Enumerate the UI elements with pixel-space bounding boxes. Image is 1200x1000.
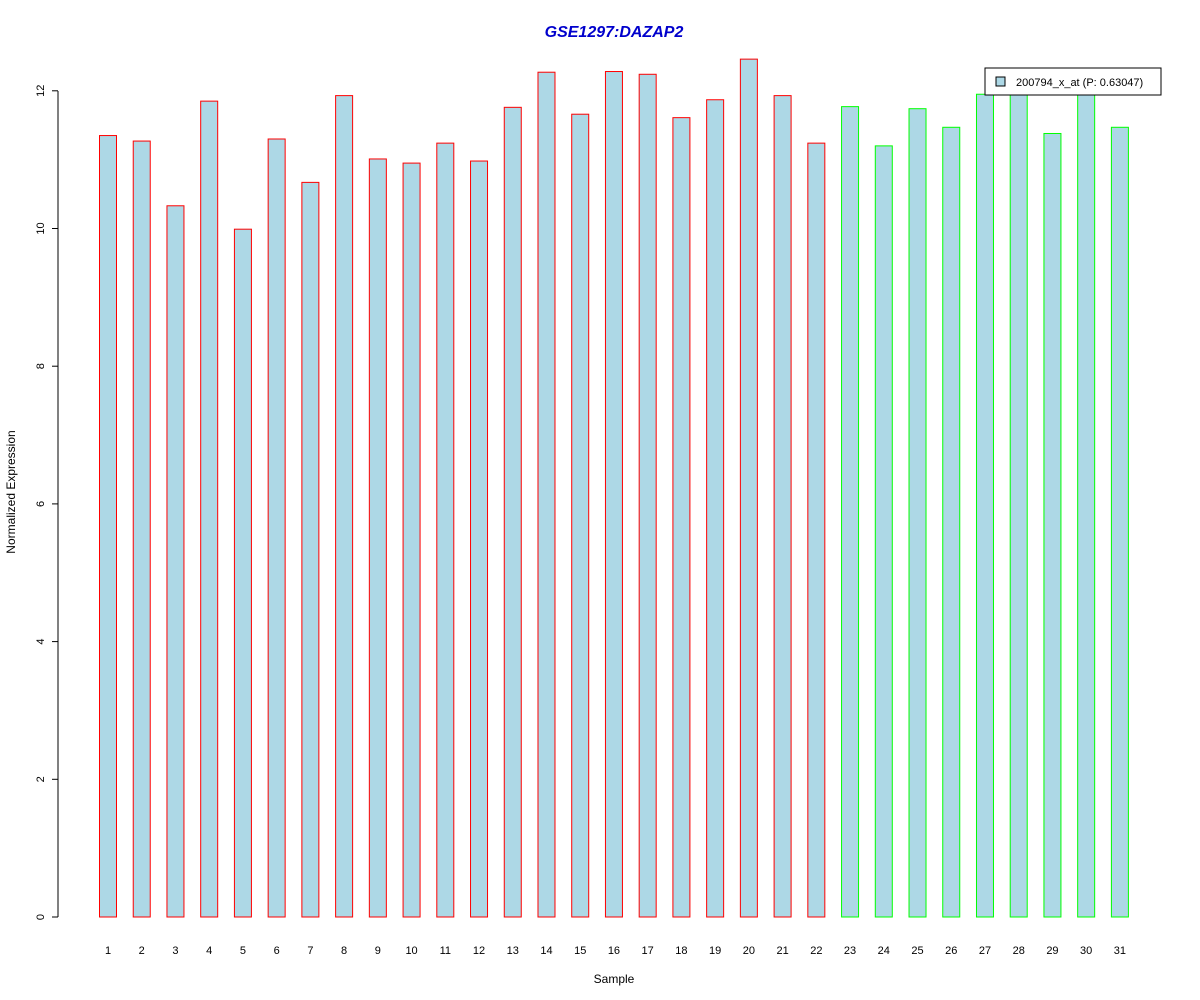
y-tick-label: 6 bbox=[35, 501, 47, 507]
x-tick-label: 12 bbox=[473, 945, 485, 957]
legend-swatch bbox=[995, 76, 1006, 87]
x-tick-label: 27 bbox=[979, 945, 991, 957]
legend-label: 200794_x_at (P: 0.63047) bbox=[1016, 77, 1143, 89]
y-tick-label: 0 bbox=[35, 914, 47, 920]
bar-sample-8 bbox=[335, 95, 354, 918]
bar-sample-20 bbox=[739, 58, 758, 918]
x-tick-label: 23 bbox=[844, 945, 856, 957]
bar-sample-17 bbox=[638, 73, 657, 918]
bar-sample-27 bbox=[975, 93, 994, 918]
bar-sample-5 bbox=[233, 228, 252, 918]
bar-sample-21 bbox=[773, 95, 792, 918]
x-tick-label: 26 bbox=[945, 945, 957, 957]
x-tick-label: 19 bbox=[709, 945, 721, 957]
x-tick-label: 9 bbox=[375, 945, 381, 957]
y-axis-ticks: 0 2 4 6 8 10 12 bbox=[35, 85, 58, 920]
bar-sample-13 bbox=[503, 106, 522, 918]
bar-sample-4 bbox=[200, 100, 219, 918]
x-tick-label: 13 bbox=[507, 945, 519, 957]
x-tick-label: 11 bbox=[440, 945, 451, 957]
x-tick-label: 18 bbox=[675, 945, 687, 957]
legend-box bbox=[984, 67, 1162, 96]
y-axis-label: Normalized Expression bbox=[4, 430, 18, 553]
bar-sample-28 bbox=[1009, 93, 1028, 918]
legend: 200794_x_at (P: 0.63047) bbox=[984, 67, 1162, 96]
bar-sample-9 bbox=[368, 158, 387, 918]
x-tick-label: 16 bbox=[608, 945, 620, 957]
x-tick-label: 8 bbox=[341, 945, 347, 957]
bar-sample-2 bbox=[132, 140, 151, 918]
bar-sample-12 bbox=[470, 160, 489, 918]
bar-sample-23 bbox=[841, 106, 860, 918]
chart-title: GSE1297:DAZAP2 bbox=[545, 24, 684, 41]
x-tick-label: 24 bbox=[878, 945, 890, 957]
bar-sample-30 bbox=[1077, 92, 1096, 918]
x-tick-label: 15 bbox=[574, 945, 586, 957]
y-tick-label: 10 bbox=[35, 222, 47, 234]
x-tick-label: 28 bbox=[1013, 945, 1025, 957]
bar-sample-26 bbox=[942, 126, 961, 918]
bar-sample-25 bbox=[908, 108, 927, 918]
x-tick-label: 4 bbox=[206, 945, 212, 957]
bar-sample-7 bbox=[301, 181, 320, 918]
x-tick-label: 31 bbox=[1114, 945, 1126, 957]
x-tick-label: 21 bbox=[776, 945, 788, 957]
bar-sample-3 bbox=[166, 205, 185, 918]
x-tick-label: 3 bbox=[172, 945, 178, 957]
x-tick-label: 14 bbox=[540, 945, 552, 957]
x-axis-label: Sample bbox=[594, 972, 635, 986]
bar-sample-29 bbox=[1043, 132, 1062, 918]
bar-sample-22 bbox=[807, 142, 826, 918]
y-tick-label: 12 bbox=[35, 85, 47, 97]
x-tick-label: 17 bbox=[642, 945, 654, 957]
bar-sample-31 bbox=[1110, 126, 1129, 918]
x-axis-tick-labels: 1 2 3 4 5 6 7 8 9 10 11 12 13 14 15 16 17 18 19 20 21 22 23 24 2… bbox=[105, 945, 1126, 957]
bar-sample-24 bbox=[874, 145, 893, 918]
x-tick-label: 2 bbox=[139, 945, 145, 957]
x-tick-label: 22 bbox=[810, 945, 822, 957]
x-tick-label: 5 bbox=[240, 945, 246, 957]
bar-sample-15 bbox=[571, 113, 590, 918]
bar-sample-16 bbox=[604, 71, 623, 918]
bar-sample-1 bbox=[99, 135, 117, 918]
x-tick-label: 30 bbox=[1080, 945, 1092, 957]
y-tick-label: 8 bbox=[35, 363, 47, 369]
x-tick-label: 20 bbox=[743, 945, 755, 957]
bar-sample-10 bbox=[402, 162, 421, 918]
x-tick-label: 1 bbox=[105, 945, 111, 957]
x-tick-label: 6 bbox=[274, 945, 280, 957]
bars-group bbox=[99, 58, 1129, 918]
y-tick-label: 4 bbox=[35, 639, 47, 645]
x-tick-label: 25 bbox=[911, 945, 923, 957]
x-tick-label: 10 bbox=[405, 945, 417, 957]
bar-sample-6 bbox=[267, 138, 286, 918]
bar-sample-11 bbox=[436, 142, 455, 918]
bar-sample-18 bbox=[672, 117, 691, 918]
x-tick-label: 7 bbox=[307, 945, 313, 957]
x-tick-label: 29 bbox=[1046, 945, 1058, 957]
bar-sample-14 bbox=[537, 71, 556, 918]
y-tick-label: 2 bbox=[35, 776, 47, 782]
bar-sample-19 bbox=[706, 99, 725, 918]
